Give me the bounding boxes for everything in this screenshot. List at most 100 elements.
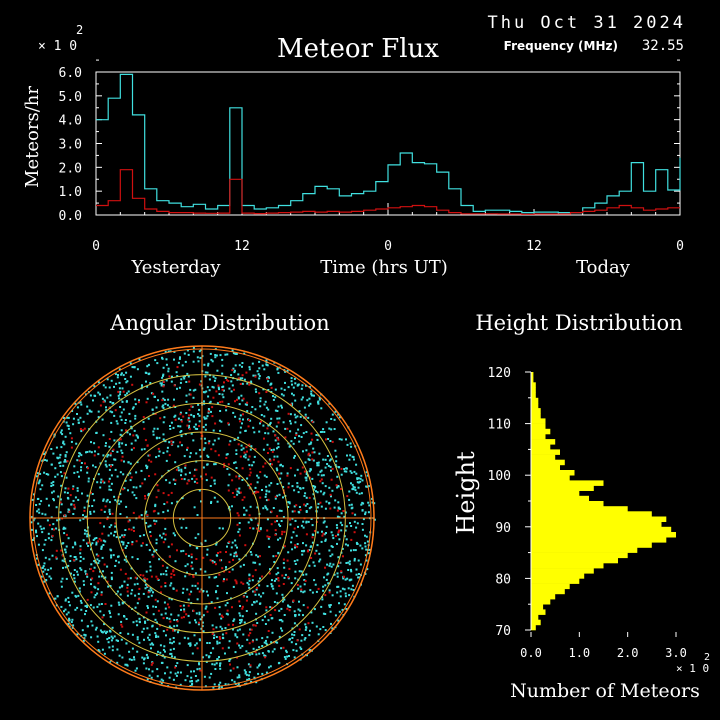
angular-dot-cyan xyxy=(191,584,194,587)
angular-dot-cyan xyxy=(202,448,205,451)
angular-dot-cyan xyxy=(278,609,281,612)
angular-dot-cyan xyxy=(185,394,188,397)
angular-dot-cyan xyxy=(261,364,264,367)
angular-dot-cyan xyxy=(277,552,280,555)
angular-dot-cyan xyxy=(102,498,105,501)
angular-dot-red xyxy=(322,532,325,535)
angular-dot-cyan xyxy=(154,505,157,508)
angular-dot-red xyxy=(179,441,182,444)
angular-dot-red xyxy=(241,467,244,470)
angular-dot-red xyxy=(225,578,228,581)
angular-dot-cyan xyxy=(245,650,248,653)
angular-dot-cyan xyxy=(344,543,347,546)
angular-dot-cyan xyxy=(353,559,356,562)
angular-dot-cyan xyxy=(119,393,121,396)
angular-dot-cyan xyxy=(295,649,298,652)
flux-y-exponent: 2 xyxy=(76,23,83,37)
angular-dot-cyan xyxy=(218,683,221,686)
angular-dot-cyan xyxy=(280,520,283,522)
angular-dot-cyan xyxy=(338,538,341,541)
angular-dot-cyan xyxy=(111,450,114,452)
angular-dot-red xyxy=(170,443,173,446)
angular-dot-cyan xyxy=(234,551,237,554)
angular-dot-cyan xyxy=(80,469,82,472)
angular-dot-cyan xyxy=(308,454,311,457)
angular-dot-cyan xyxy=(236,676,239,679)
angular-dot-cyan xyxy=(232,585,235,588)
angular-dot-cyan xyxy=(221,527,224,530)
angular-dot-cyan xyxy=(217,437,220,440)
angular-dot-cyan xyxy=(216,640,219,643)
angular-dot-cyan xyxy=(200,627,203,630)
angular-dot-red xyxy=(99,522,102,525)
angular-dot-cyan xyxy=(353,470,356,473)
angular-dot-cyan xyxy=(289,444,292,447)
angular-dot-cyan xyxy=(65,613,68,616)
angular-dot-cyan xyxy=(265,493,268,496)
angular-dot-red xyxy=(287,486,290,489)
angular-dot-cyan xyxy=(107,585,110,588)
angular-dot-cyan xyxy=(189,388,192,391)
angular-dot-cyan xyxy=(214,377,217,380)
angular-dot-cyan xyxy=(188,424,190,427)
angular-dot-cyan xyxy=(348,504,351,507)
angular-dot-red xyxy=(239,455,242,458)
angular-dot-red xyxy=(127,520,130,523)
angular-dot-cyan xyxy=(213,663,216,666)
angular-dot-cyan xyxy=(36,472,39,475)
angular-dot-red xyxy=(246,450,248,453)
angular-dot-red xyxy=(219,401,222,404)
angular-dot-red xyxy=(186,446,189,449)
angular-dot-cyan xyxy=(183,478,186,481)
angular-dot-cyan xyxy=(362,502,365,505)
angular-dot-cyan xyxy=(350,503,353,506)
angular-dot-cyan xyxy=(160,682,163,685)
angular-dot-cyan xyxy=(318,398,321,401)
angular-dot-cyan xyxy=(359,563,362,566)
angular-dot-cyan xyxy=(230,546,233,549)
angular-dot-cyan xyxy=(266,636,269,639)
angular-dot-cyan xyxy=(331,413,334,416)
angular-dot-cyan xyxy=(195,546,198,549)
angular-dot-cyan xyxy=(241,362,244,364)
angular-dot-cyan xyxy=(172,647,175,650)
angular-dot-cyan xyxy=(322,626,325,628)
angular-dot-cyan xyxy=(208,401,211,404)
angular-dot-cyan xyxy=(192,396,195,399)
angular-dot-red xyxy=(298,628,301,631)
angular-dot-cyan xyxy=(117,639,119,642)
angular-dot-red xyxy=(269,459,272,462)
angular-dot-cyan xyxy=(254,593,257,596)
angular-dot-cyan xyxy=(68,604,71,607)
angular-dot-red xyxy=(106,518,109,521)
angular-dot-cyan xyxy=(95,537,98,539)
angular-dot-cyan xyxy=(43,471,46,474)
angular-dot-cyan xyxy=(310,419,313,422)
angular-dot-cyan xyxy=(274,439,277,442)
angular-dot-cyan xyxy=(179,517,181,520)
angular-dot-cyan xyxy=(282,596,285,599)
angular-dot-red xyxy=(198,425,201,427)
angular-dot-cyan xyxy=(44,556,47,559)
angular-dot-cyan xyxy=(165,358,168,361)
angular-dot-cyan xyxy=(317,461,320,464)
angular-dot-red xyxy=(228,443,231,446)
angular-dot-cyan xyxy=(357,481,360,484)
angular-dot-cyan xyxy=(284,427,287,430)
angular-dot-cyan xyxy=(240,620,243,623)
angular-dot-cyan xyxy=(135,434,138,437)
angular-dot-cyan xyxy=(304,623,307,626)
angular-dot-cyan xyxy=(300,570,303,573)
angular-dot-red xyxy=(331,440,334,443)
angular-dot-cyan xyxy=(169,648,172,651)
angular-dot-cyan xyxy=(60,484,63,487)
angular-dot-cyan xyxy=(122,541,125,544)
angular-dot-red xyxy=(119,438,122,441)
angular-dot-red xyxy=(170,543,173,546)
angular-dot-cyan xyxy=(203,416,206,419)
angular-dot-cyan xyxy=(297,491,300,494)
angular-dot-cyan xyxy=(314,485,317,488)
angular-dot-cyan xyxy=(196,668,199,671)
angular-dot-cyan xyxy=(269,423,271,426)
angular-dot-cyan xyxy=(248,653,251,656)
